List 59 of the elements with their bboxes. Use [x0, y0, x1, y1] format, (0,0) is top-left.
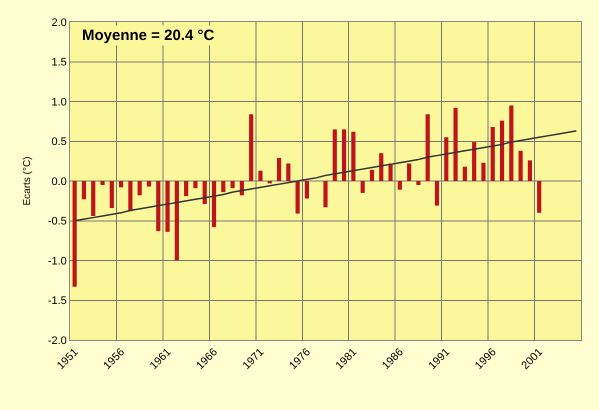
y-tick-label: 0.5: [52, 136, 67, 148]
annotation: Moyenne = 20.4 °C: [82, 27, 214, 44]
bar: [296, 181, 300, 214]
bar: [276, 158, 282, 181]
bar: [230, 181, 235, 188]
bar: [323, 181, 328, 208]
bar: [490, 126, 495, 181]
bar: [379, 153, 384, 181]
bar: [174, 181, 179, 260]
bar: [509, 105, 514, 181]
bar: [360, 181, 365, 193]
bar: [110, 181, 114, 208]
y-tick-label: -2.0: [48, 334, 67, 347]
bar: [249, 114, 254, 181]
bar: [462, 166, 467, 181]
bar: [528, 160, 532, 181]
bar: [481, 162, 486, 181]
bar: [286, 164, 290, 181]
bar: [72, 181, 77, 287]
bar: [91, 181, 96, 216]
bar: [119, 181, 124, 188]
bar: [332, 129, 337, 181]
bar: [221, 181, 226, 192]
bar: [128, 181, 132, 212]
y-tick-label: 1.5: [52, 56, 67, 69]
bar: [398, 181, 402, 190]
bar: [184, 181, 188, 196]
y-tick-label: 0.0: [52, 176, 67, 188]
bar: [202, 181, 207, 204]
bar: [258, 170, 263, 181]
bar: [146, 181, 152, 187]
bar: [212, 181, 216, 228]
bar: [100, 181, 105, 185]
bar: [434, 181, 440, 206]
bar: [370, 170, 374, 181]
bar: [500, 120, 504, 181]
bar: [304, 181, 310, 198]
bar: [537, 181, 542, 213]
y-tick-label: 1.0: [52, 96, 67, 108]
bar: [453, 108, 458, 181]
bar: [416, 181, 420, 185]
bar: [156, 181, 160, 232]
bar: [426, 114, 430, 181]
y-tick-label: 2.0: [52, 16, 67, 29]
bar: [138, 181, 142, 196]
bar: [472, 142, 476, 181]
bar: [82, 181, 86, 200]
bar: [342, 129, 346, 181]
bar: [165, 181, 170, 232]
line-series: [74, 130, 578, 222]
bar: [407, 164, 412, 181]
bar: [193, 181, 198, 188]
bar: [351, 132, 356, 181]
y-tick-label: -0.5: [48, 216, 67, 228]
y-axis-title: Ecarts (°C): [22, 156, 33, 206]
bar: [444, 137, 448, 181]
y-tick-label: -1.0: [48, 255, 67, 268]
bar: [518, 150, 523, 181]
y-tick-label: -1.5: [48, 295, 67, 308]
